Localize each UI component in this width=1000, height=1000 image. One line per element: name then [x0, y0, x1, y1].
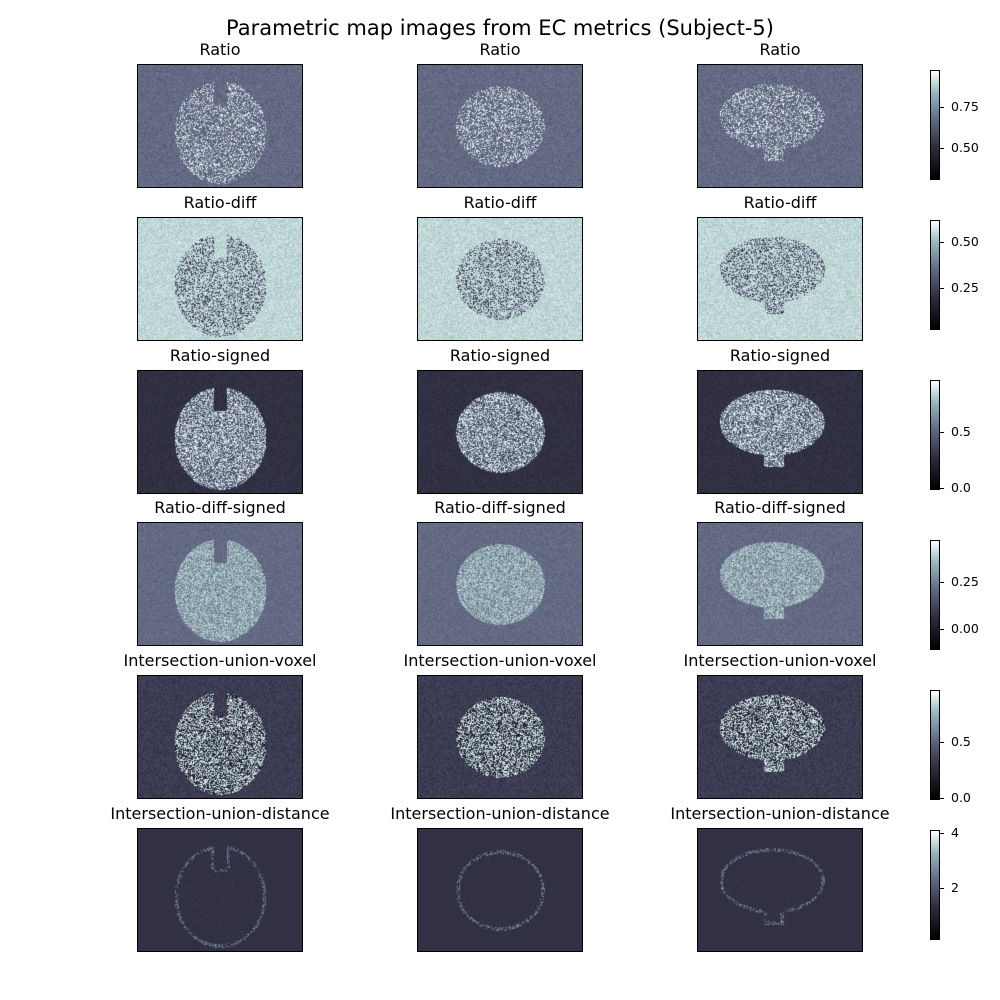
parametric-map-panel: [137, 370, 303, 494]
panel-title: Ratio-diff: [743, 193, 817, 212]
heatmap-image: [138, 65, 302, 187]
colorbar: [930, 540, 940, 650]
colorbar-tick-label: 0.25: [951, 279, 979, 295]
heatmap-image: [698, 218, 862, 340]
colorbar: [930, 690, 940, 800]
colorbar-tick-label: 0.5: [951, 733, 971, 749]
panel-title: Ratio-diff: [463, 193, 537, 212]
colorbar-tick: [940, 832, 944, 834]
colorbar-tick-label: 0.00: [951, 621, 979, 637]
colorbar-tick: [940, 887, 944, 889]
parametric-map-panel: [417, 675, 583, 799]
colorbar-tick: [940, 797, 944, 799]
panel-title: Ratio-signed: [169, 346, 271, 365]
colorbar-tick: [940, 431, 944, 433]
colorbar-tick-label: 0.75: [951, 99, 979, 115]
panel-title: Ratio: [199, 40, 241, 59]
panel-title: Intersection-union-distance: [390, 804, 610, 823]
panel-title: Intersection-union-distance: [670, 804, 890, 823]
panel-title: Intersection-union-voxel: [403, 651, 597, 670]
colorbar-tick: [940, 287, 944, 289]
heatmap-image: [418, 371, 582, 493]
panel-title: Ratio-diff-signed: [714, 498, 846, 517]
colorbar-tick-label: 0.25: [951, 573, 979, 589]
heatmap-image: [138, 371, 302, 493]
colorbar: [930, 220, 940, 330]
colorbar-tick-label: 0.5: [951, 423, 971, 439]
heatmap-image: [698, 676, 862, 798]
panel-title: Ratio-diff-signed: [434, 498, 566, 517]
parametric-map-panel: [697, 522, 863, 646]
heatmap-image: [418, 676, 582, 798]
colorbar-tick-label: 0.50: [951, 139, 979, 155]
parametric-map-panel: [137, 522, 303, 646]
parametric-map-panel: [417, 522, 583, 646]
parametric-map-panel: [697, 217, 863, 341]
heatmap-image: [698, 65, 862, 187]
colorbar-tick: [940, 242, 944, 243]
heatmap-image: [418, 218, 582, 340]
colorbar-tick: [940, 487, 944, 489]
parametric-map-panel: [697, 370, 863, 494]
heatmap-image: [138, 218, 302, 340]
heatmap-image: [698, 371, 862, 493]
colorbar: [930, 830, 940, 940]
heatmap-image: [138, 676, 302, 798]
colorbar-tick-label: 4: [951, 824, 959, 840]
parametric-map-panel: [417, 828, 583, 952]
panel-title: Ratio-diff-signed: [154, 498, 286, 517]
heatmap-image: [418, 523, 582, 645]
parametric-map-panel: [137, 828, 303, 952]
colorbar-tick-label: 2: [951, 879, 959, 895]
panel-title: Ratio-signed: [729, 346, 831, 365]
heatmap-image: [138, 523, 302, 645]
panel-title: Ratio: [479, 40, 521, 59]
colorbar-tick: [940, 741, 944, 743]
panel-title: Ratio-signed: [449, 346, 551, 365]
colorbar-tick-label: 0.50: [951, 234, 979, 249]
parametric-map-panel: [137, 64, 303, 188]
heatmap-image: [418, 829, 582, 951]
parametric-map-panel: [417, 64, 583, 188]
colorbar-tick: [940, 629, 944, 631]
parametric-map-panel: [697, 64, 863, 188]
panel-title: Intersection-union-voxel: [123, 651, 317, 670]
colorbar-tick-label: 0.0: [951, 479, 971, 495]
heatmap-image: [418, 65, 582, 187]
colorbar-tick: [940, 147, 944, 149]
panel-title: Ratio-diff: [183, 193, 257, 212]
colorbar-tick-label: 0.0: [951, 789, 971, 805]
panel-title: Intersection-union-voxel: [683, 651, 877, 670]
parametric-map-panel: [697, 828, 863, 952]
parametric-map-panel: [137, 217, 303, 341]
parametric-map-panel: [697, 675, 863, 799]
heatmap-image: [698, 829, 862, 951]
panel-title: Intersection-union-distance: [110, 804, 330, 823]
parametric-map-panel: [417, 370, 583, 494]
colorbar-tick: [940, 107, 944, 109]
figure-title: Parametric map images from EC metrics (S…: [226, 16, 774, 40]
colorbar-tick: [940, 581, 944, 583]
panel-title: Ratio: [759, 40, 801, 59]
parametric-map-panel: [137, 675, 303, 799]
colorbar: [930, 380, 940, 490]
heatmap-image: [698, 523, 862, 645]
parametric-map-panel: [417, 217, 583, 341]
colorbar: [930, 70, 940, 180]
heatmap-image: [138, 829, 302, 951]
